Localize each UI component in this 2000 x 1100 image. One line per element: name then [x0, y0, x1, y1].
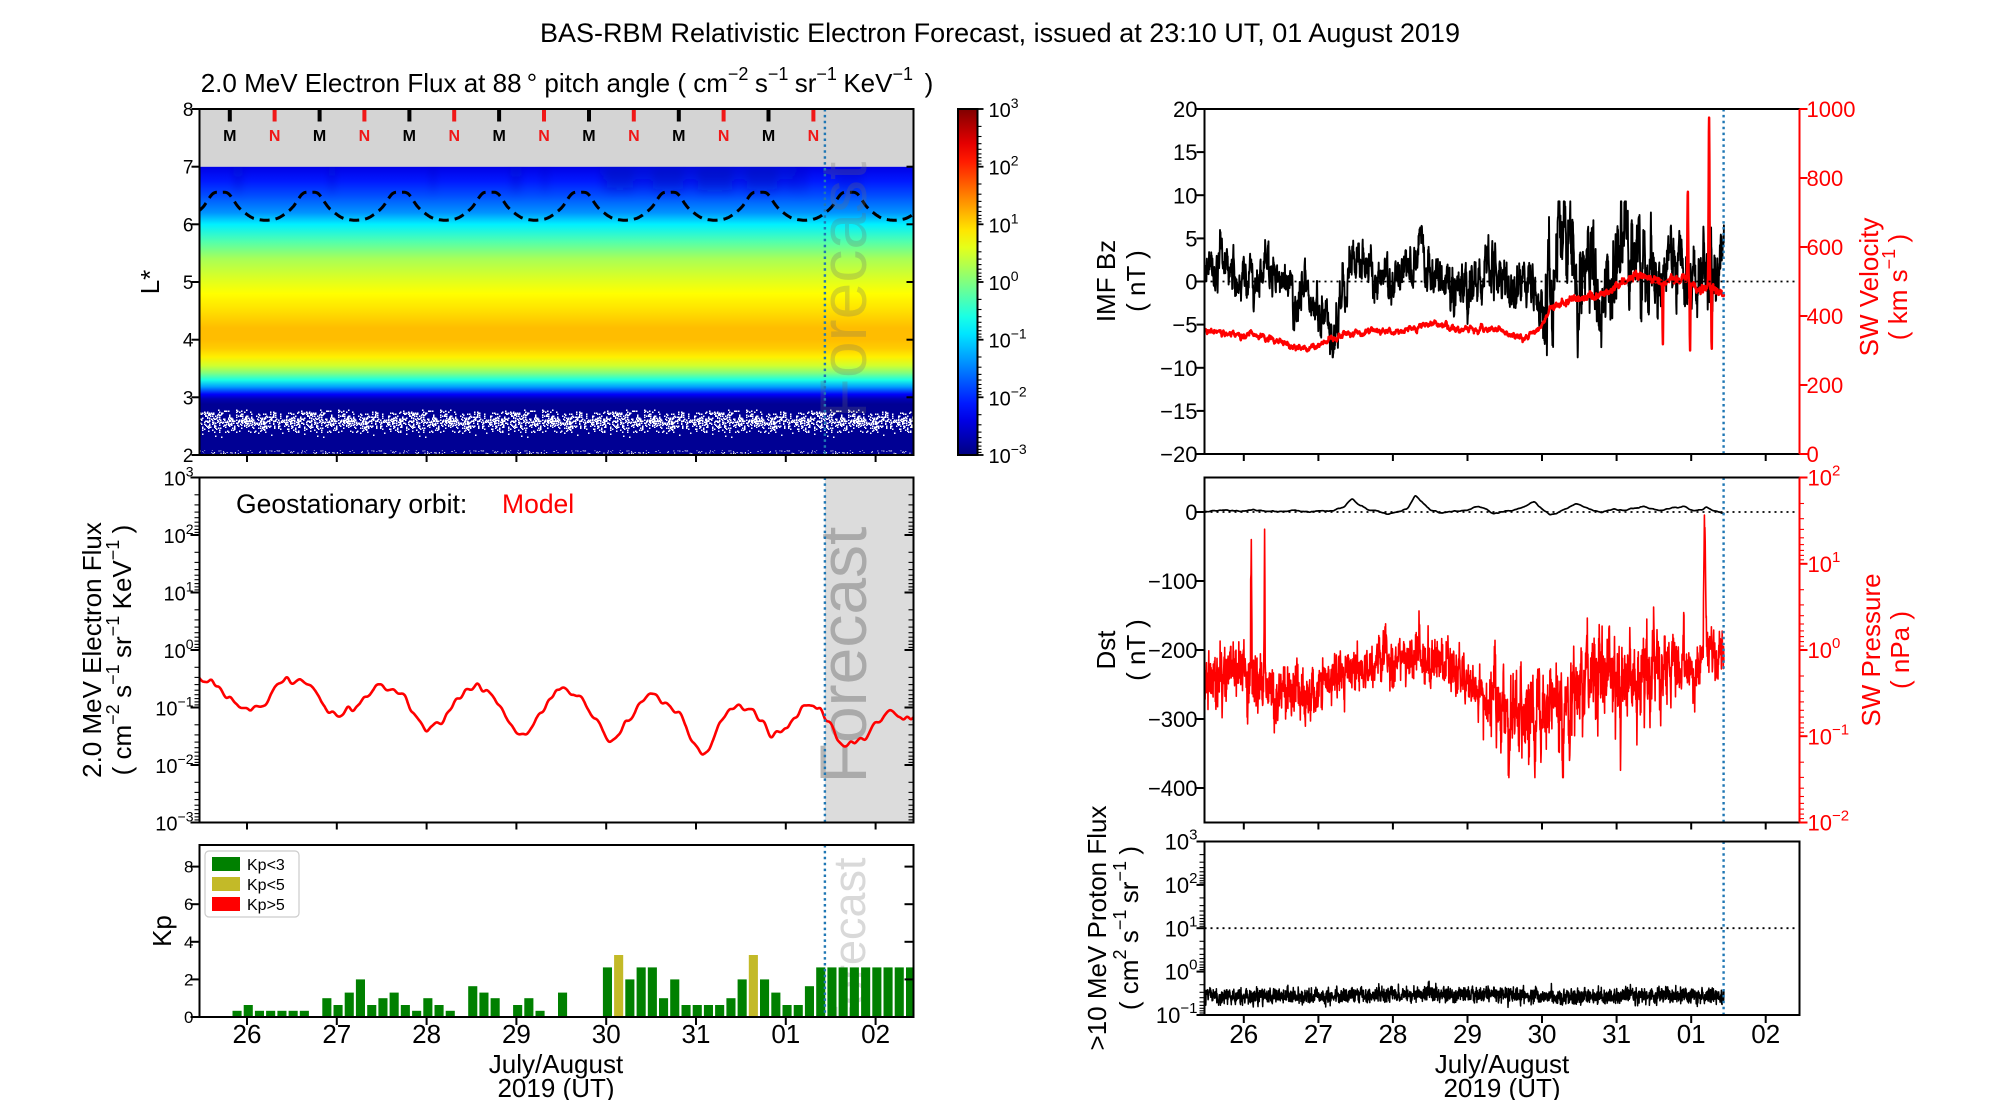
svg-text:8: 8: [184, 858, 193, 877]
svg-text:2.0 MeV Electron Flux: 2.0 MeV Electron Flux: [77, 522, 107, 778]
svg-text:2: 2: [184, 970, 193, 989]
svg-text:3: 3: [183, 388, 194, 409]
svg-text:2.0 MeV Electron Flux at 88 °: 2.0 MeV Electron Flux at 88 ° pitch angl…: [201, 64, 934, 98]
svg-text:6: 6: [184, 895, 193, 914]
svg-text:M: M: [492, 128, 505, 145]
svg-text:N: N: [448, 128, 460, 145]
svg-text:BAS-RBM Relativistic Electron: BAS-RBM Relativistic Electron Forecast, …: [540, 18, 1460, 48]
svg-text:28: 28: [1378, 1019, 1407, 1049]
svg-text:10−3: 10−3: [155, 809, 193, 836]
svg-text:N: N: [628, 128, 640, 145]
svg-text:7: 7: [183, 158, 194, 179]
svg-text:N: N: [359, 128, 371, 145]
svg-text:M: M: [403, 128, 416, 145]
svg-text:5: 5: [1185, 226, 1197, 251]
svg-text:M: M: [223, 128, 236, 145]
svg-text:L*: L*: [135, 270, 165, 295]
svg-text:102: 102: [1808, 463, 1841, 491]
svg-text:0: 0: [1807, 442, 1819, 467]
svg-text:−10: −10: [1160, 356, 1197, 381]
svg-text:July/August: July/August: [489, 1049, 624, 1079]
svg-text:26: 26: [1229, 1019, 1258, 1049]
svg-text:Kp: Kp: [147, 915, 177, 947]
svg-text:200: 200: [1807, 373, 1844, 398]
svg-text:1000: 1000: [1807, 97, 1856, 122]
svg-text:0: 0: [184, 1008, 193, 1027]
svg-text:4: 4: [183, 331, 194, 352]
svg-text:−20: −20: [1160, 442, 1197, 467]
svg-text:>10 MeV Proton Flux: >10 MeV Proton Flux: [1082, 806, 1112, 1051]
svg-text:5: 5: [183, 273, 194, 294]
svg-text:N: N: [718, 128, 730, 145]
svg-text:30: 30: [1528, 1019, 1557, 1049]
svg-text:2: 2: [183, 446, 194, 467]
svg-text:Forecast: Forecast: [806, 527, 880, 784]
svg-text:20: 20: [1173, 97, 1197, 122]
svg-text:28: 28: [412, 1019, 441, 1049]
svg-text:Kp<3: Kp<3: [247, 857, 285, 874]
svg-text:600: 600: [1807, 235, 1844, 260]
svg-text:15: 15: [1173, 140, 1197, 165]
svg-text:29: 29: [1453, 1019, 1482, 1049]
svg-text:02: 02: [861, 1019, 890, 1049]
svg-text:31: 31: [1602, 1019, 1631, 1049]
svg-text:−400: −400: [1148, 776, 1198, 801]
svg-text:103: 103: [163, 464, 193, 491]
svg-text:M: M: [582, 128, 595, 145]
svg-text:Dst: Dst: [1091, 630, 1121, 670]
svg-text:0: 0: [1185, 270, 1197, 295]
svg-text:SW Velocity: SW Velocity: [1854, 218, 1884, 357]
svg-text:2019 (UT): 2019 (UT): [497, 1073, 614, 1100]
svg-text:IMF Bz: IMF Bz: [1091, 240, 1121, 322]
svg-text:10−2: 10−2: [155, 751, 193, 778]
svg-text:Model: Model: [502, 489, 574, 519]
svg-text:31: 31: [682, 1019, 711, 1049]
svg-text:Kp<5: Kp<5: [247, 877, 285, 894]
svg-text:−15: −15: [1160, 399, 1197, 424]
svg-text:27: 27: [1304, 1019, 1333, 1049]
svg-text:( nPa ): ( nPa ): [1885, 611, 1915, 689]
svg-text:( nT ): ( nT ): [1121, 250, 1151, 312]
svg-text:Kp>5: Kp>5: [247, 897, 285, 914]
svg-text:M: M: [672, 128, 685, 145]
svg-text:27: 27: [322, 1019, 351, 1049]
svg-text:10−3: 10−3: [989, 441, 1027, 468]
svg-text:10: 10: [1173, 183, 1197, 208]
svg-text:0: 0: [1185, 500, 1197, 525]
svg-text:−300: −300: [1148, 707, 1198, 732]
svg-text:( km s−1 ): ( km s−1 ): [1879, 234, 1913, 340]
svg-text:102: 102: [163, 521, 193, 548]
svg-text:4: 4: [184, 933, 193, 952]
svg-text:N: N: [808, 128, 820, 145]
svg-text:400: 400: [1807, 304, 1844, 329]
svg-text:30: 30: [592, 1019, 621, 1049]
svg-text:N: N: [269, 128, 281, 145]
svg-text:( cm−2 s−1 sr−1 KeV−1 ): ( cm−2 s−1 sr−1 KeV−1 ): [103, 525, 137, 776]
svg-text:M: M: [762, 128, 775, 145]
svg-text:−5: −5: [1172, 313, 1197, 338]
svg-text:101: 101: [989, 210, 1019, 237]
svg-text:26: 26: [233, 1019, 262, 1049]
svg-text:01: 01: [1677, 1019, 1706, 1049]
svg-text:( nT ): ( nT ): [1121, 619, 1151, 681]
svg-text:01: 01: [771, 1019, 800, 1049]
svg-text:N: N: [538, 128, 550, 145]
svg-text:July/August: July/August: [1435, 1049, 1570, 1079]
svg-text:29: 29: [502, 1019, 531, 1049]
svg-text:−100: −100: [1148, 569, 1198, 594]
svg-text:02: 02: [1751, 1019, 1780, 1049]
svg-text:Geostationary orbit:: Geostationary orbit:: [236, 489, 467, 519]
svg-text:800: 800: [1807, 166, 1844, 191]
svg-text:M: M: [313, 128, 326, 145]
svg-text:Forecast: Forecast: [806, 162, 880, 419]
svg-text:6: 6: [183, 215, 194, 236]
svg-text:2019 (UT): 2019 (UT): [1443, 1073, 1560, 1100]
svg-text:8: 8: [183, 100, 194, 121]
svg-text:−200: −200: [1148, 638, 1198, 663]
svg-text:SW Pressure: SW Pressure: [1856, 573, 1886, 726]
svg-text:10−1: 10−1: [1808, 721, 1850, 749]
